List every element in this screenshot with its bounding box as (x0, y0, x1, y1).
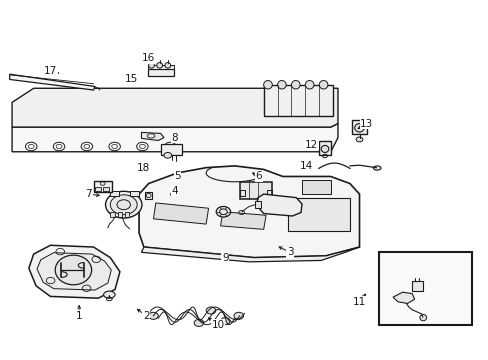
Bar (351, 120, 366, 134)
Bar (266, 189, 272, 196)
Polygon shape (141, 247, 359, 262)
Text: 4: 4 (171, 186, 178, 195)
Polygon shape (392, 292, 414, 303)
Text: 13: 13 (359, 118, 372, 129)
Bar (411, 280, 422, 291)
Text: 12: 12 (305, 140, 318, 150)
Text: 18: 18 (137, 163, 150, 173)
Text: 3: 3 (286, 247, 293, 257)
Bar (130, 191, 139, 196)
Ellipse shape (220, 318, 230, 325)
Ellipse shape (163, 153, 171, 158)
Bar (110, 191, 119, 196)
Bar (147, 69, 174, 76)
Text: 16: 16 (142, 53, 155, 63)
Ellipse shape (263, 81, 272, 89)
Bar (378, 252, 471, 325)
Bar (239, 183, 272, 199)
Ellipse shape (157, 63, 162, 68)
Bar (302, 180, 330, 194)
Polygon shape (139, 166, 359, 258)
Text: 2: 2 (142, 311, 149, 321)
Polygon shape (12, 88, 337, 127)
Bar (117, 212, 122, 217)
Ellipse shape (277, 81, 285, 89)
Bar (144, 192, 152, 199)
Bar (102, 187, 109, 191)
Polygon shape (256, 194, 302, 216)
Bar (147, 66, 174, 69)
Ellipse shape (194, 319, 203, 327)
Bar (110, 212, 115, 217)
Ellipse shape (291, 81, 300, 89)
Polygon shape (153, 203, 208, 224)
Ellipse shape (110, 195, 137, 215)
Text: 8: 8 (171, 133, 178, 143)
Text: 14: 14 (300, 161, 313, 171)
Bar (239, 189, 245, 196)
Ellipse shape (55, 255, 91, 285)
Polygon shape (29, 245, 120, 298)
Text: 17: 17 (44, 66, 57, 76)
Polygon shape (220, 212, 265, 229)
Text: 5: 5 (174, 171, 181, 181)
Ellipse shape (355, 137, 362, 142)
Ellipse shape (354, 123, 364, 132)
Ellipse shape (373, 166, 380, 170)
Polygon shape (141, 132, 163, 140)
Polygon shape (10, 74, 95, 90)
Bar (160, 144, 182, 155)
Text: 9: 9 (222, 253, 228, 262)
Ellipse shape (105, 191, 142, 218)
Ellipse shape (319, 81, 327, 89)
Ellipse shape (148, 63, 154, 68)
Ellipse shape (148, 312, 158, 319)
Ellipse shape (321, 145, 328, 153)
Bar (263, 85, 332, 117)
Polygon shape (12, 123, 337, 152)
Ellipse shape (305, 81, 313, 89)
Text: 7: 7 (85, 189, 92, 199)
Ellipse shape (206, 307, 215, 314)
Text: 10: 10 (211, 320, 224, 330)
Polygon shape (37, 253, 111, 290)
Ellipse shape (164, 63, 170, 68)
Bar (93, 181, 112, 192)
Ellipse shape (419, 314, 426, 321)
Ellipse shape (103, 291, 115, 298)
Ellipse shape (233, 312, 243, 319)
Bar (255, 201, 260, 207)
Ellipse shape (216, 207, 230, 217)
Bar (287, 198, 349, 231)
Text: 1: 1 (76, 311, 82, 321)
Bar (124, 212, 129, 217)
Text: 6: 6 (255, 171, 262, 181)
Bar (318, 141, 330, 155)
Bar (95, 187, 101, 191)
Text: 15: 15 (125, 75, 138, 85)
Text: 11: 11 (352, 297, 366, 307)
